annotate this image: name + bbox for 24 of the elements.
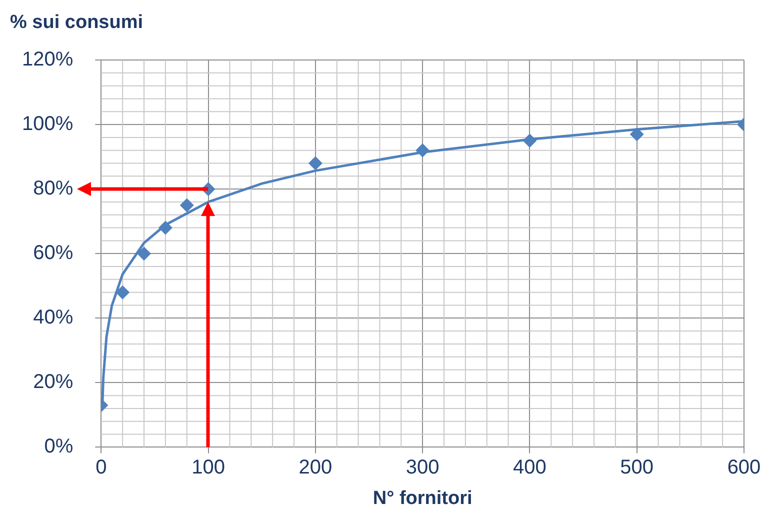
point (158, 220, 172, 235)
x-tick-label: 100 (192, 456, 225, 479)
point (522, 134, 537, 148)
point (180, 198, 194, 212)
y-tick-label: 100% (22, 113, 74, 136)
x-tick-label: 200 (298, 456, 332, 479)
y-tick-label: 120% (22, 48, 74, 71)
y-tick-label: 80% (33, 178, 74, 200)
point (116, 285, 130, 300)
x-tick-label: 600 (727, 456, 761, 479)
x-tick-label: 300 (406, 456, 440, 479)
x-tick-label: 0 (96, 456, 107, 479)
point (137, 246, 152, 261)
point (630, 127, 644, 142)
y-tick-label: 0% (44, 436, 74, 458)
y-tick-label: 20% (33, 371, 74, 394)
y-tick-label: 60% (33, 242, 74, 264)
x-axis-title: N° fornitori (372, 488, 472, 509)
y-axis-title: % sui consumi (10, 12, 144, 34)
x-tick-label: 500 (620, 456, 654, 479)
point (308, 156, 322, 170)
point (416, 143, 430, 158)
x-tick-label: 400 (513, 456, 546, 479)
y-tick-label: 40% (33, 306, 74, 329)
